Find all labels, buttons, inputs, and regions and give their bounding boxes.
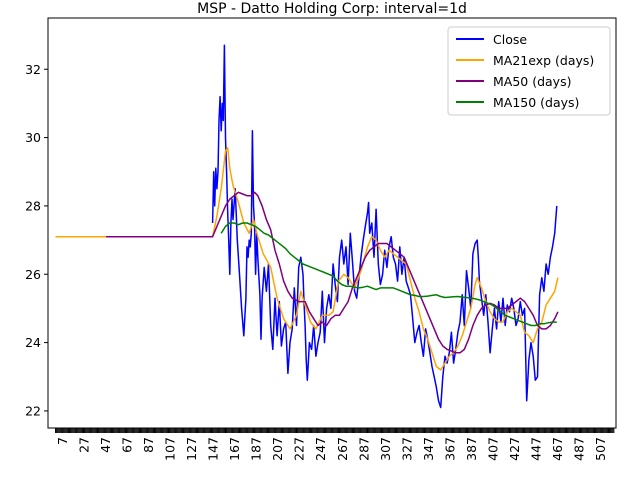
x-tick-label: 207 — [270, 437, 285, 461]
y-tick-label: 24 — [25, 335, 41, 350]
chart-title: MSP - Datto Holding Corp: interval=1d — [197, 1, 467, 17]
x-tick-label: 387 — [464, 437, 479, 461]
series-line-close — [211, 44, 558, 409]
legend: Close MA21exp (days) MA50 (days) MA150 (… — [447, 26, 611, 116]
x-tick-label: 67 — [120, 437, 135, 453]
x-tick-label: 247 — [313, 437, 328, 461]
y-tick-label: 30 — [25, 130, 41, 145]
x-tick-label: 127 — [184, 437, 199, 461]
series-line-ma150-days — [220, 222, 557, 327]
legend-label-ma150: MA150 (days) — [493, 95, 579, 110]
y-axis: 22 24 26 28 30 32 — [25, 62, 48, 418]
x-tick-label: 327 — [399, 437, 414, 461]
x-tick-label: 347 — [421, 437, 436, 461]
y-tick-label: 32 — [25, 62, 41, 77]
x-tick-label: 227 — [292, 437, 307, 461]
x-tick-label: 467 — [550, 437, 565, 461]
x-tick-label: 267 — [335, 437, 350, 461]
x-tick-label: 87 — [141, 437, 156, 453]
x-tick-label: 107 — [163, 437, 178, 461]
series-line-ma50-days — [106, 191, 559, 354]
x-tick-label: 7 — [55, 437, 70, 445]
x-tick-label: 167 — [227, 437, 242, 461]
x-tick-label: 407 — [485, 437, 500, 461]
x-tick-label: 287 — [356, 437, 371, 461]
x-tick-label: 447 — [528, 437, 543, 461]
y-tick-label: 28 — [25, 198, 41, 213]
legend-label-close: Close — [493, 32, 527, 47]
series-layer — [55, 44, 559, 409]
legend-label-ma21exp: MA21exp (days) — [493, 53, 594, 68]
legend-label-ma50: MA50 (days) — [493, 74, 571, 89]
series-line-ma21exp-days — [55, 147, 559, 371]
x-tick-label: 307 — [378, 437, 393, 461]
y-tick-label: 22 — [25, 403, 41, 418]
x-tick-label: 27 — [77, 437, 92, 453]
x-tick-label: 427 — [507, 437, 522, 461]
x-tick-label: 47 — [98, 437, 113, 453]
x-tick-label: 367 — [442, 437, 457, 461]
y-tick-label: 26 — [25, 267, 41, 282]
x-axis: 7 27 47 67 87 107 127 147 167 187 207 227 247 267 287 3… — [55, 428, 615, 461]
x-tick-label: 507 — [593, 437, 608, 461]
x-tick-label: 487 — [571, 437, 586, 461]
x-tick-label: 187 — [249, 437, 264, 461]
x-tick-label: 147 — [206, 437, 221, 461]
legend-box — [447, 26, 611, 116]
